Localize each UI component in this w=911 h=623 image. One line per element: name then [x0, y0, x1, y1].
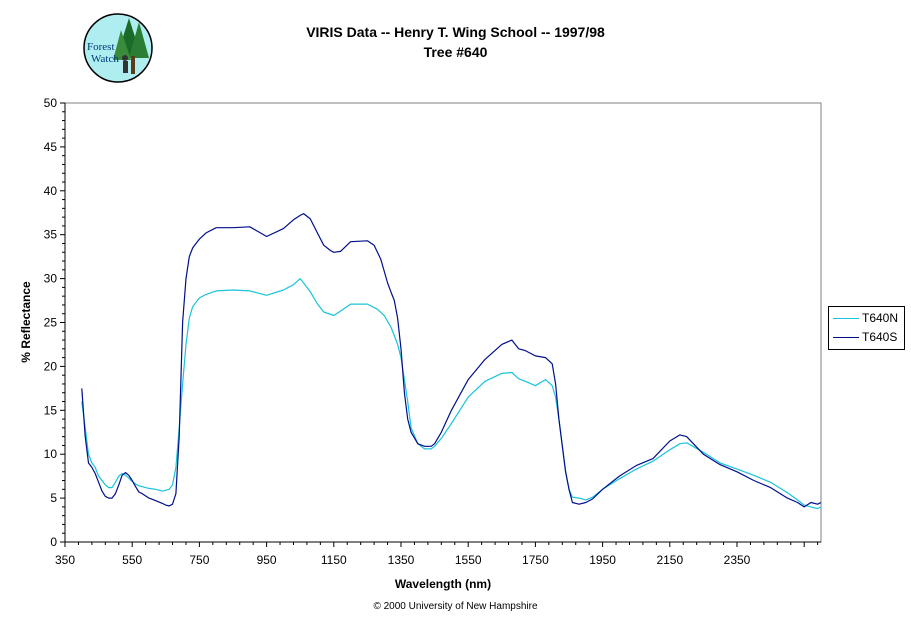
copyright-footer: © 2000 University of New Hampshire: [373, 601, 538, 612]
x-tick-label: 950: [257, 553, 277, 567]
y-tick-label: 15: [44, 403, 58, 417]
legend-label-t640s: T640S: [862, 330, 898, 344]
logo-text-watch: Watch: [91, 53, 119, 65]
series-line-t640s: [81, 213, 822, 508]
x-tick-label: 550: [122, 553, 142, 567]
y-tick-label: 30: [44, 272, 58, 286]
y-tick-label: 50: [44, 96, 58, 110]
x-tick-label: 1150: [321, 553, 347, 567]
x-tick-label: 350: [55, 553, 75, 567]
axes: [64, 102, 822, 543]
y-tick-label: 0: [50, 535, 57, 549]
legend: T640N T640S: [828, 306, 905, 350]
y-tick-label: 45: [44, 140, 58, 154]
chart-subtitle: Tree #640: [423, 44, 488, 60]
legend-swatch-t640n: [833, 317, 859, 319]
legend-item-t640n: T640N: [833, 310, 898, 326]
legend-label-t640n: T640N: [862, 311, 899, 325]
forest-watch-logo: Forest Watch: [83, 13, 153, 83]
legend-item-t640s: T640S: [833, 329, 897, 345]
series-line-t640n: [81, 278, 822, 510]
x-tick-label: 1950: [589, 553, 616, 567]
x-tick-label: 2350: [724, 553, 751, 567]
ticks: 0 5 10 15 20 25 30 35 40 45 50 350 550 750 950 1150 1350…: [44, 96, 819, 567]
y-axis-label: % Reflectance: [19, 281, 33, 363]
x-axis-label: Wavelength (nm): [395, 577, 491, 591]
x-tick-label: 1550: [455, 553, 482, 567]
x-tick-label: 1350: [388, 553, 415, 567]
x-tick-label: 1750: [522, 553, 549, 567]
y-tick-label: 35: [44, 228, 58, 242]
y-tick-label: 10: [44, 447, 58, 461]
y-tick-label: 25: [44, 316, 58, 330]
y-tick-label: 40: [44, 184, 58, 198]
chart-title: VIRIS Data -- Henry T. Wing School -- 19…: [306, 24, 605, 40]
logo-text-forest: Forest: [87, 41, 115, 53]
series-lines: [81, 213, 822, 510]
y-tick-label: 5: [50, 491, 57, 505]
x-tick-label: 2150: [656, 553, 683, 567]
y-tick-label: 20: [44, 359, 58, 373]
plot-area-border: [64, 102, 822, 543]
legend-swatch-t640s: [833, 336, 859, 338]
x-tick-label: 750: [189, 553, 209, 567]
